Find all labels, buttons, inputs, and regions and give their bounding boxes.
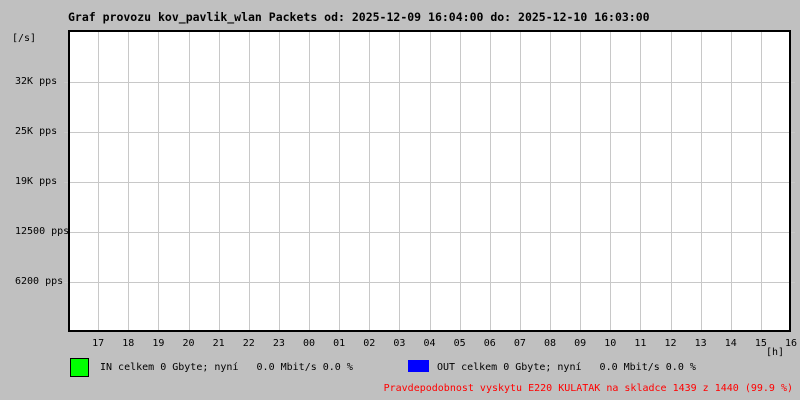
x-axis-label: 14 bbox=[724, 338, 737, 349]
y-axis-tick-left bbox=[64, 282, 68, 283]
y-axis-label: 6200 pps bbox=[15, 276, 64, 287]
v-gridline bbox=[671, 32, 672, 330]
x-axis-label: 03 bbox=[393, 338, 406, 349]
v-gridline bbox=[430, 32, 431, 330]
x-axis-label: 10 bbox=[604, 338, 617, 349]
stock-probability-alert: Pravdepodobnost vyskytu E220 KULATAK na … bbox=[383, 383, 793, 394]
y-axis-tick-right bbox=[791, 82, 795, 83]
x-axis-label: 05 bbox=[453, 338, 466, 349]
x-axis-label: 19 bbox=[152, 338, 165, 349]
x-axis-label: 07 bbox=[513, 338, 526, 349]
x-axis-label: 15 bbox=[754, 338, 767, 349]
x-axis-label: 00 bbox=[302, 338, 316, 349]
v-gridline bbox=[731, 32, 732, 330]
v-gridline bbox=[339, 32, 340, 330]
x-axis-label: 12 bbox=[664, 338, 677, 349]
y-axis-tick-right bbox=[791, 182, 795, 183]
x-axis-label: 17 bbox=[92, 338, 105, 349]
x-axis-label: 13 bbox=[694, 338, 707, 349]
v-gridline bbox=[640, 32, 641, 330]
y-axis-label: 12500 pps bbox=[15, 226, 70, 237]
h-gridline bbox=[70, 132, 789, 133]
h-gridline bbox=[70, 282, 789, 283]
x-axis-label: 06 bbox=[483, 338, 496, 349]
y-axis-tick-left bbox=[64, 82, 68, 83]
h-gridline bbox=[70, 232, 789, 233]
legend-out-label: OUT celkem 0 Gbyte; nyní 0.0 Mbit/s 0.0 … bbox=[437, 362, 696, 373]
y-axis-unit-label: [/s] bbox=[12, 33, 37, 44]
x-axis-label: 11 bbox=[634, 338, 647, 349]
legend-out-swatch bbox=[408, 360, 429, 372]
x-axis-label: 22 bbox=[242, 338, 255, 349]
v-gridline bbox=[490, 32, 491, 330]
x-axis-label: 20 bbox=[182, 338, 195, 349]
x-axis-label: 18 bbox=[122, 338, 135, 349]
x-axis-label: 16 bbox=[784, 338, 798, 349]
x-axis-label: 01 bbox=[333, 338, 346, 349]
y-axis-tick-left bbox=[64, 232, 68, 233]
v-gridline bbox=[128, 32, 129, 330]
legend-in-swatch bbox=[70, 358, 89, 377]
plot-area bbox=[68, 30, 791, 332]
v-gridline bbox=[279, 32, 280, 330]
y-axis-tick-left bbox=[64, 132, 68, 133]
x-axis-label: 02 bbox=[363, 338, 376, 349]
h-gridline bbox=[70, 182, 789, 183]
y-axis-tick-right bbox=[791, 232, 795, 233]
x-axis-label: 21 bbox=[212, 338, 225, 349]
x-axis-unit-label: [h] bbox=[766, 347, 785, 358]
y-axis-tick-left bbox=[64, 182, 68, 183]
v-gridline bbox=[158, 32, 159, 330]
v-gridline bbox=[369, 32, 370, 330]
v-gridline bbox=[580, 32, 581, 330]
y-axis-label: 19K pps bbox=[15, 176, 58, 187]
v-gridline bbox=[189, 32, 190, 330]
v-gridline bbox=[550, 32, 551, 330]
v-gridline bbox=[309, 32, 310, 330]
v-gridline bbox=[460, 32, 461, 330]
v-gridline bbox=[219, 32, 220, 330]
page-title: Graf provozu kov_pavlik_wlan Packets od:… bbox=[68, 10, 650, 24]
y-axis-label: 25K pps bbox=[15, 126, 58, 137]
x-axis-label: 09 bbox=[574, 338, 587, 349]
v-gridline bbox=[520, 32, 521, 330]
v-gridline bbox=[98, 32, 99, 330]
v-gridline bbox=[701, 32, 702, 330]
y-axis-tick-right bbox=[791, 132, 795, 133]
v-gridline bbox=[761, 32, 762, 330]
y-axis-tick-right bbox=[791, 282, 795, 283]
legend-in-label: IN celkem 0 Gbyte; nyní 0.0 Mbit/s 0.0 % bbox=[100, 362, 353, 373]
x-axis-label: 23 bbox=[272, 338, 285, 349]
v-gridline bbox=[249, 32, 250, 330]
y-axis-label: 32K pps bbox=[15, 76, 58, 87]
v-gridline bbox=[610, 32, 611, 330]
v-gridline bbox=[399, 32, 400, 330]
x-axis-label: 08 bbox=[543, 338, 557, 349]
x-axis-label: 04 bbox=[423, 338, 436, 349]
h-gridline bbox=[70, 82, 789, 83]
